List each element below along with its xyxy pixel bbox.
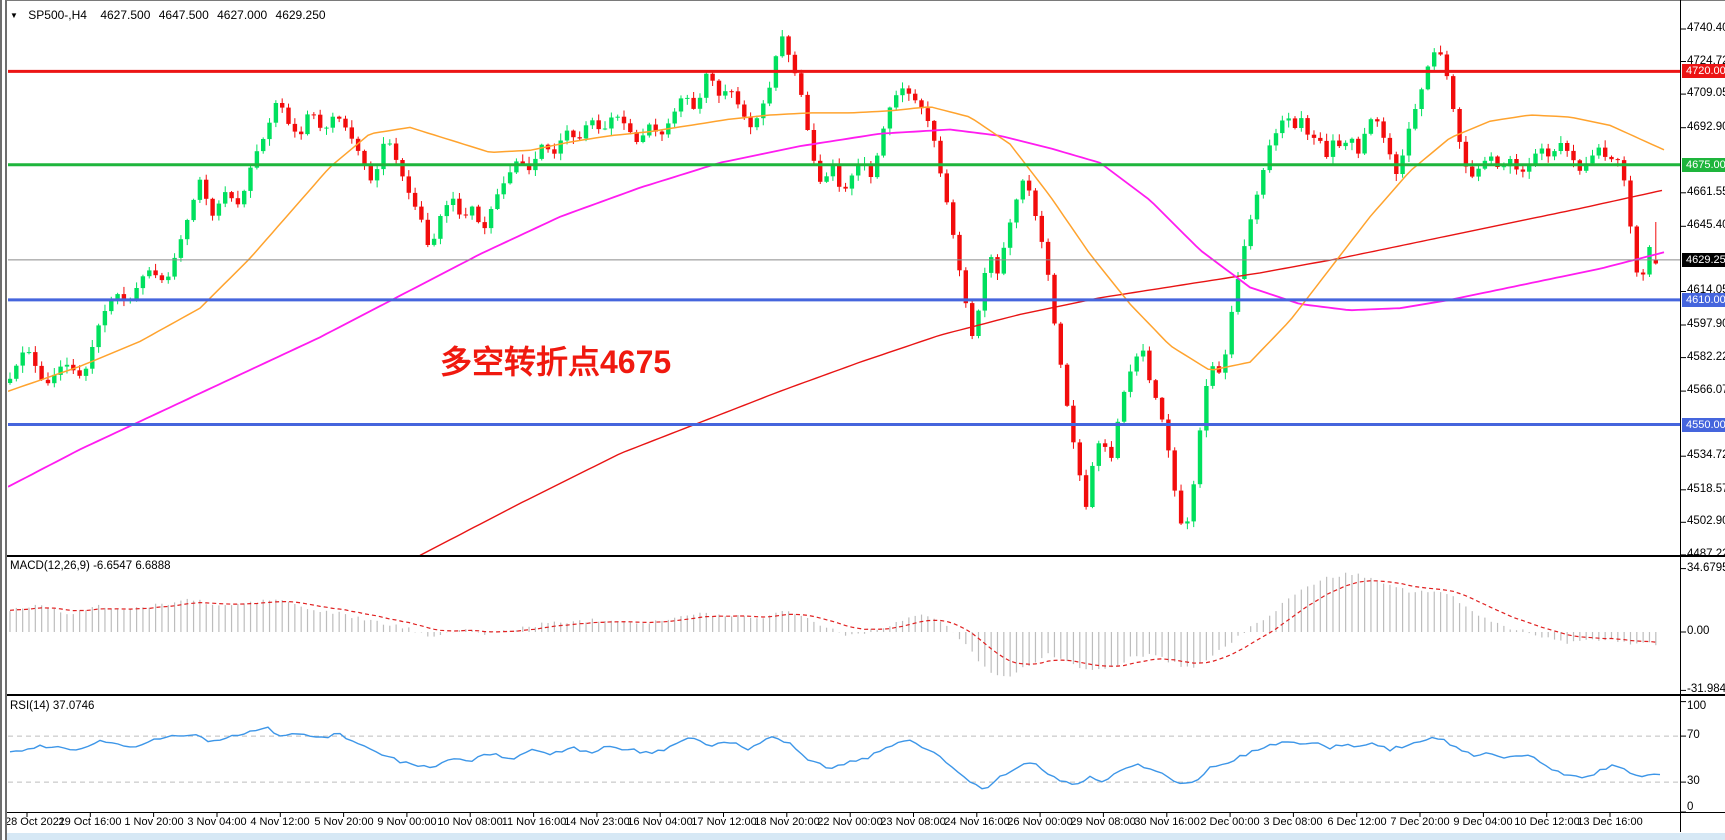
time-axis-label: 9 Dec 04:00 xyxy=(1453,816,1513,828)
price-badge-4550.000: 4550.000 xyxy=(1682,418,1725,432)
price-axis-label: 4502.900 xyxy=(1687,515,1725,527)
macd-name: MACD(12,26,9) xyxy=(10,560,90,572)
macd-indicator-label: MACD(12,26,9) -6.6547 6.6888 xyxy=(10,560,171,572)
time-axis-label: 7 Dec 20:00 xyxy=(1390,816,1450,828)
time-axis-label: 29 Nov 08:00 xyxy=(1070,816,1136,828)
time-axis-label: 4 Nov 12:00 xyxy=(250,816,310,828)
time-axis-label: 3 Nov 04:00 xyxy=(187,816,247,828)
symbol-label: SP500-,H4 xyxy=(28,8,87,22)
time-axis-label: 9 Nov 00:00 xyxy=(377,816,437,828)
price-low: 4627.000 xyxy=(217,8,268,22)
price-axis-label: 4597.900 xyxy=(1687,318,1725,330)
rsi-axis-label: 0 xyxy=(1687,801,1694,813)
candlestick-chart xyxy=(8,30,1665,556)
macd-axis-label: 0.00 xyxy=(1687,625,1710,637)
price-axis-label: 4487.225 xyxy=(1687,548,1725,560)
time-axis-label: 30 Nov 16:00 xyxy=(1134,816,1200,828)
rsi-name: RSI(14) xyxy=(10,700,50,712)
price-axis-label: 4709.050 xyxy=(1687,87,1725,99)
rsi-indicator-label: RSI(14) 37.0746 xyxy=(10,700,94,712)
window-left-edge xyxy=(0,0,7,840)
time-axis-label: 13 Dec 16:00 xyxy=(1577,816,1643,828)
rsi-axis-label: 30 xyxy=(1687,775,1700,787)
time-axis-label: 3 Dec 08:00 xyxy=(1263,816,1323,828)
panel-separator-main-macd[interactable] xyxy=(0,555,1725,557)
rsi-axis-label: 70 xyxy=(1687,729,1700,741)
time-axis-label: 14 Nov 23:00 xyxy=(564,816,630,828)
time-axis-label: 28 Oct 2021 xyxy=(5,816,65,828)
price-badge-4610.000: 4610.000 xyxy=(1682,293,1725,307)
rsi-value: 37.0746 xyxy=(52,700,95,712)
macd-axis-label: 34.6795 xyxy=(1687,562,1725,574)
time-axis-label: 26 Nov 00:00 xyxy=(1007,816,1073,828)
rsi-axis-label: 100 xyxy=(1687,700,1707,712)
time-axis-label: 17 Nov 12:00 xyxy=(691,816,757,828)
price-axis-label: 4582.225 xyxy=(1687,351,1725,363)
symbol-dropdown-icon[interactable]: ▼ xyxy=(10,11,18,20)
price-open: 4627.500 xyxy=(100,8,151,22)
macd-panel xyxy=(9,572,1657,677)
macd-axis-label: -31.9847 xyxy=(1687,683,1725,695)
status-strip xyxy=(0,833,1725,840)
price-high: 4647.500 xyxy=(158,8,209,22)
price-axis-label: 4518.575 xyxy=(1687,483,1725,495)
price-badge-4629.250: 4629.250 xyxy=(1682,253,1725,267)
time-axis-label: 18 Nov 20:00 xyxy=(754,816,820,828)
window-top-border xyxy=(0,0,1725,1)
price-axis-label: 4740.400 xyxy=(1687,22,1725,34)
time-axis-label: 10 Dec 12:00 xyxy=(1514,816,1580,828)
macd-value: -6.6547 xyxy=(93,560,133,572)
time-axis-label: 22 Nov 00:00 xyxy=(817,816,883,828)
time-axis-label: 29 Oct 16:00 xyxy=(58,816,122,828)
time-axis-label: 1 Nov 20:00 xyxy=(124,816,184,828)
chart-title: ▼ SP500-,H4 4627.500 4647.500 4627.000 4… xyxy=(10,8,331,22)
time-axis-label: 24 Nov 16:00 xyxy=(944,816,1010,828)
time-axis-label: 6 Dec 12:00 xyxy=(1327,816,1387,828)
price-axis-label: 4661.550 xyxy=(1687,186,1725,198)
price-badge-4720.000: 4720.000 xyxy=(1682,64,1725,78)
time-axis-label: 11 Nov 16:00 xyxy=(501,816,567,828)
price-axis-label: 4566.075 xyxy=(1687,384,1725,396)
time-axis-label: 16 Nov 04:00 xyxy=(627,816,693,828)
price-axis-label: 4645.400 xyxy=(1687,219,1725,231)
price-axis-label: 4692.900 xyxy=(1687,121,1725,133)
price-axis-line xyxy=(1680,0,1681,832)
price-close: 4629.250 xyxy=(275,8,326,22)
price-axis-label: 4534.725 xyxy=(1687,449,1725,461)
macd-signal-value: 6.6888 xyxy=(135,560,171,572)
annotation-text[interactable]: 多空转折点4675 xyxy=(440,344,672,380)
price-badge-4675.000: 4675.000 xyxy=(1682,158,1725,172)
time-axis-label: 10 Nov 08:00 xyxy=(437,816,503,828)
panel-separator-macd-rsi[interactable] xyxy=(0,694,1725,696)
time-axis-label: 2 Dec 00:00 xyxy=(1200,816,1260,828)
time-axis-line xyxy=(0,812,1725,813)
rsi-panel xyxy=(8,726,1680,790)
time-axis-label: 23 Nov 08:00 xyxy=(880,816,946,828)
time-axis-label: 5 Nov 20:00 xyxy=(314,816,374,828)
